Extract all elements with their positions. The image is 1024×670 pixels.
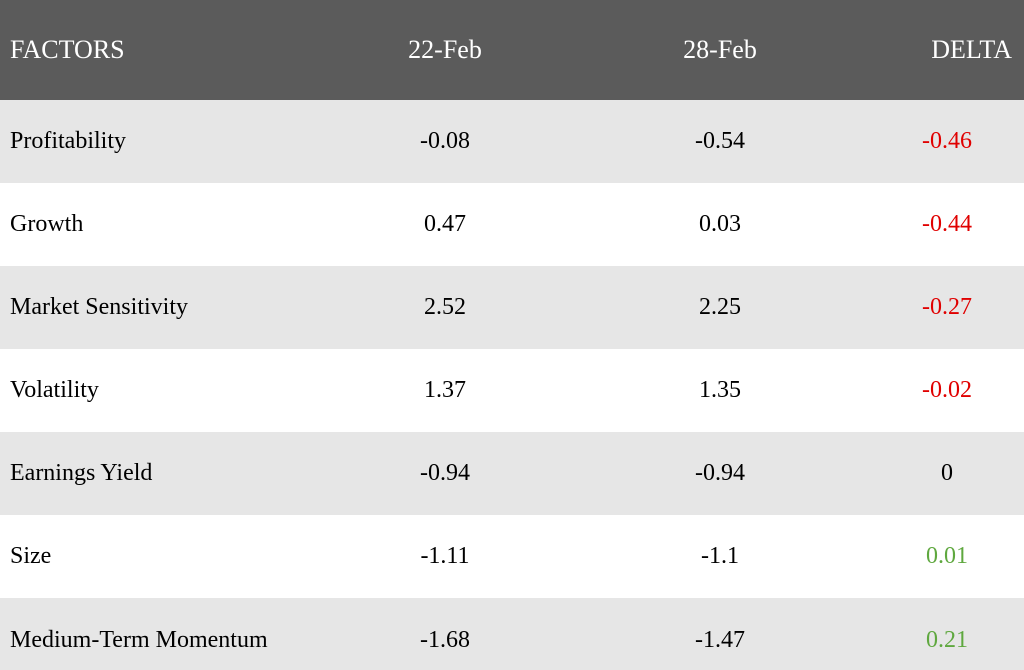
factor-name: Volatility [10,377,99,403]
header-feb22: 22-Feb [408,35,482,64]
value-feb28: -1.47 [695,626,745,653]
factor-name: Earnings Yield [10,460,153,486]
table-row: Market Sensitivity 2.52 2.25 -0.27 [0,266,1024,349]
table-row: Profitability -0.08 -0.54 -0.46 [0,100,1024,183]
value-delta: 0.21 [926,626,968,653]
header-feb28: 28-Feb [683,35,757,64]
table-row: Medium-Term Momentum -1.68 -1.47 0.21 [0,598,1024,670]
value-feb22: 2.52 [424,294,466,320]
value-feb22: -0.08 [420,128,470,154]
table-row: Size -1.11 -1.1 0.01 [0,515,1024,598]
table-header: FACTORS 22-Feb 28-Feb DELTA [0,0,1024,100]
value-delta: -0.02 [922,377,972,403]
header-delta: DELTA [931,35,1012,64]
value-feb22: -1.68 [420,626,470,653]
value-feb28: -0.94 [695,460,745,486]
value-delta: 0.01 [926,543,968,569]
table-row: Growth 0.47 0.03 -0.44 [0,183,1024,266]
factor-name: Size [10,543,52,569]
factor-name: Market Sensitivity [10,294,188,320]
value-feb28: -1.1 [701,543,739,569]
value-feb22: -0.94 [420,460,470,486]
value-feb28: 2.25 [699,294,741,320]
factor-name: Medium-Term Momentum [10,626,268,653]
value-delta: -0.44 [922,211,972,237]
value-delta: -0.27 [922,294,972,320]
factor-name: Growth [10,211,84,237]
value-feb28: -0.54 [695,128,745,154]
value-feb28: 1.35 [699,377,741,403]
header-factors: FACTORS [10,35,125,64]
value-feb28: 0.03 [699,211,741,237]
table-row: Volatility 1.37 1.35 -0.02 [0,349,1024,432]
value-feb22: 1.37 [424,377,466,403]
factor-name: Profitability [10,128,126,154]
value-delta: 0 [941,460,953,486]
table-row: Earnings Yield -0.94 -0.94 0 [0,432,1024,515]
value-delta: -0.46 [922,128,972,154]
value-feb22: 0.47 [424,211,466,237]
value-feb22: -1.11 [420,543,470,569]
